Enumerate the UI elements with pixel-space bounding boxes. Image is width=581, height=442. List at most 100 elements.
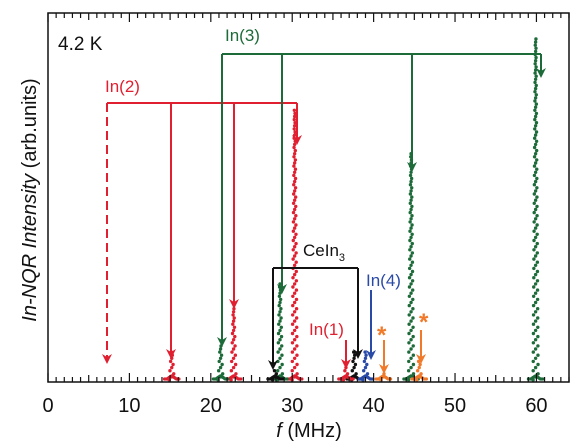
peak-dot [409, 338, 413, 342]
peak-dot [294, 204, 298, 209]
peak-dot [276, 350, 280, 354]
peak-dot [533, 365, 538, 370]
peak-dot [292, 319, 297, 323]
peak-dot [410, 279, 415, 283]
peak-dot [407, 285, 412, 289]
peak-dot [533, 68, 538, 72]
peak-dot [409, 291, 413, 295]
peak-dot [292, 310, 297, 314]
peak-dot [290, 359, 295, 364]
peak-dot [535, 269, 540, 274]
peak-dot [409, 254, 413, 258]
peak-dot [295, 334, 299, 339]
peak-dot [294, 214, 298, 218]
peak-dot [407, 294, 412, 298]
peak-dot [290, 369, 294, 373]
peak-dot [352, 365, 356, 370]
peak-dot [533, 80, 537, 85]
peak-dot [533, 59, 538, 63]
peak-dot [292, 142, 297, 147]
peak-dot [411, 353, 416, 357]
x-tick-label: 10 [118, 395, 140, 417]
peak-dot [231, 319, 236, 323]
peak-dot [294, 297, 299, 302]
peak-dot [170, 356, 174, 360]
peak-dot [410, 186, 414, 190]
peak-dot [532, 136, 537, 140]
peak-dot [231, 347, 236, 351]
peak-dot [364, 353, 368, 357]
peak-dot [365, 362, 369, 367]
peak-dot [532, 183, 537, 187]
label-cein3-sub: 3 [339, 252, 345, 264]
peak-dot [533, 338, 538, 342]
peak-dot [533, 347, 538, 351]
peak-dot [533, 319, 538, 323]
peak-dot [536, 316, 540, 320]
x-tick-label: 50 [444, 395, 466, 417]
peak-dot [535, 288, 540, 292]
peak-dot [231, 356, 236, 360]
peak-dot [533, 310, 538, 314]
peak-dot [276, 331, 281, 336]
peak-dot [534, 46, 538, 50]
peak-dot [532, 266, 536, 271]
peak-dot [533, 198, 538, 202]
peak [374, 372, 393, 382]
peak-dot [232, 307, 236, 311]
peak-dot [407, 322, 411, 326]
peak-dot [291, 276, 295, 280]
peak-dot [535, 176, 539, 181]
peak-dot [535, 297, 540, 302]
peak-dot [278, 365, 282, 370]
peak-dot [533, 49, 538, 54]
peak-dot [292, 161, 297, 165]
peak-dot [292, 108, 297, 113]
peak-dot [409, 179, 413, 184]
peak-dot [408, 183, 413, 187]
peak-dot [278, 310, 282, 314]
peak-dot [532, 276, 536, 280]
peak-dot [220, 362, 224, 367]
peak-dot [363, 350, 367, 354]
peak-dot [292, 189, 297, 193]
peak-dot [293, 121, 297, 125]
peak-dot [533, 272, 538, 277]
peak-dot [216, 369, 221, 373]
peak-dot [292, 291, 297, 295]
peak-dot [409, 328, 413, 333]
peak-dot [409, 189, 413, 193]
peak-dot [292, 152, 297, 156]
peak-dot [292, 170, 297, 174]
peak-dot [531, 341, 536, 345]
peak-dot [229, 359, 234, 364]
peak-dot [291, 303, 295, 308]
x-axis-label-italic: f [276, 420, 284, 442]
peak-dot [408, 229, 412, 233]
peak-dot [410, 232, 414, 236]
peak-dot [410, 195, 414, 199]
x-axis-label-unit: (MHz) [282, 420, 342, 442]
peak-dot [292, 133, 297, 137]
temperature-label: 4.2 K [58, 34, 103, 55]
peak-dot [231, 313, 235, 317]
peak-dot [407, 350, 411, 354]
peak-dot [292, 173, 296, 178]
peak-dot [535, 214, 539, 218]
peak-dot [291, 257, 295, 261]
peak-dot [351, 359, 355, 364]
peak-dot [276, 369, 280, 373]
peak-dot [534, 139, 539, 143]
peak-dot [292, 300, 297, 305]
peak-dot [407, 331, 411, 336]
peak-dot [408, 238, 412, 243]
peak-dot [294, 316, 299, 320]
peak-dot [534, 121, 539, 125]
peak-dot [409, 319, 413, 323]
peak-dot [292, 179, 297, 184]
x-tick-label: 20 [200, 395, 222, 417]
peak-dot [291, 201, 296, 205]
peak-dot [536, 372, 540, 376]
peak-dot [292, 114, 297, 119]
